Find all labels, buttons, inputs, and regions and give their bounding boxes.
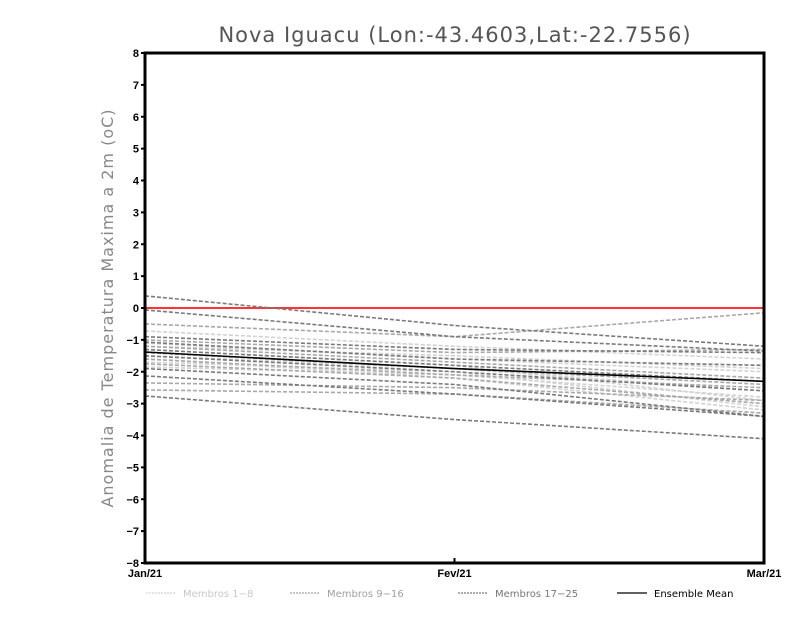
y-tick-label: 0 [133,303,139,315]
x-tick-label: Jan/21 [128,568,162,580]
member-line-g3-4 [144,341,765,367]
member-line-g3-7 [144,375,765,418]
y-tick-label: −7 [126,526,139,538]
legend-label: Membros 9−16 [327,589,404,600]
x-tick-label: Fev/21 [437,568,471,580]
y-tick-label: −1 [126,335,139,347]
y-tick-label: 7 [133,80,139,92]
member-line-g3-3 [144,335,765,354]
legend: Membros 1−8 Membros 9−16 Membros 17−25 Ense… [146,589,733,600]
chart-title: Nova Iguacu (Lon:-43.4603,Lat:-22.7556) [218,23,691,47]
legend-label: Membros 17−25 [495,589,578,600]
y-tick-label: 8 [133,48,139,60]
axis-ticks: −8 −7 −6 −5 −4 −3 −2 −1 0 1 2 3 4 5 6 7 8 Jan/21 Fev/21 Mar… [126,48,781,580]
member-line-g1-7 [144,345,765,370]
y-tick-label: −5 [126,462,139,474]
y-tick-label: 6 [133,112,139,124]
y-axis-label: Anomalia de Temperatura Maxima a 2m (oC) [98,108,117,507]
y-tick-label: 5 [133,144,139,156]
legend-label: Membros 1−8 [183,589,253,600]
y-tick-label: −4 [126,431,139,443]
member-line-g3-1 [144,295,765,348]
y-tick-label: −2 [126,367,139,379]
y-tick-label: −8 [126,558,139,570]
y-tick-label: 1 [133,271,139,283]
member-line-g1-8 [144,358,765,411]
y-tick-label: 4 [133,176,140,188]
member-line-g3-5 [144,348,765,383]
member-line-g2-6 [144,362,765,405]
y-tick-label: −3 [126,399,139,411]
member-line-g3-6 [144,355,765,392]
member-line-g2-3 [144,345,765,379]
series-lines [144,295,765,440]
plot-frame [143,51,766,565]
member-line-g2-7 [144,382,765,402]
member-line-g2-2 [144,339,765,354]
legend-label: Ensemble Mean [654,589,733,600]
member-line-g2-8 [144,389,765,414]
y-tick-label: 2 [133,239,139,251]
member-line-g1-1 [144,330,765,360]
member-line-g3-9 [144,367,765,418]
x-tick-label: Mar/21 [747,568,782,580]
y-tick-label: 3 [133,207,139,219]
member-line-g3-8 [144,395,765,440]
ensemble-mean-line [144,351,765,383]
member-line-g3-2 [144,309,765,352]
y-tick-label: −6 [126,494,139,506]
member-line-g2-5 [144,358,765,389]
member-line-g2-1 [144,311,765,338]
